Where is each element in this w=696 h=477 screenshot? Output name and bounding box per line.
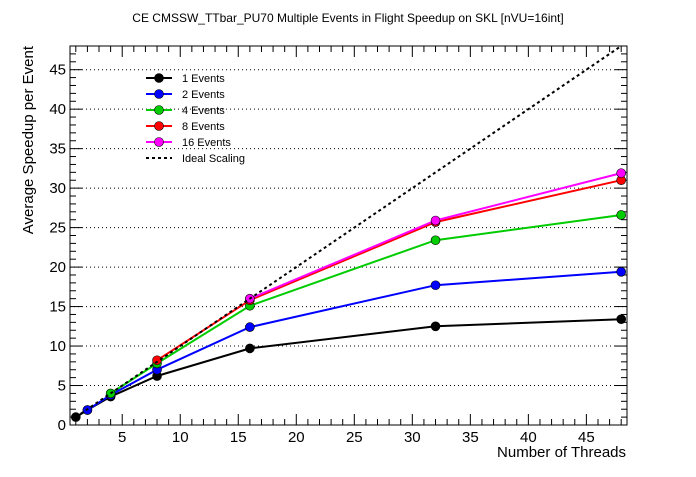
y-tick-label: 45 [49,62,66,79]
legend-label-2-events: 2 Events [182,89,225,101]
y-tick-label: 20 [49,259,66,276]
y-tick-label: 10 [49,338,66,355]
legend-label-4-events: 4 Events [182,105,225,117]
y-tick-label: 15 [49,299,66,316]
legend-label-8-events: 8 Events [182,121,225,133]
x-tick-label: 15 [230,429,247,446]
x-tick-label: 45 [578,429,595,446]
x-tick-label: 25 [346,429,363,446]
legend-marker-16-events [154,137,164,147]
y-tick-label: 25 [49,220,66,237]
data-point-1-events [616,314,626,324]
legend-label-ideal-scaling: Ideal Scaling [182,153,245,165]
y-tick-label: 35 [49,141,66,158]
x-tick-label: 35 [462,429,479,446]
axes: 0 5 10 15 20 25 30 35 40 45 5 10 15 20 25 30 35 40 45 [49,45,627,446]
series-line-8-events [156,179,622,362]
data-point-1-events [430,321,441,332]
x-tick-label: 5 [118,429,126,446]
data-point-1-events [71,412,81,422]
legend-marker-2-events [154,89,164,99]
x-axis-label: Number of Threads [497,444,626,461]
data-point-4-events [616,210,626,220]
legend-marker-1-events [154,73,164,83]
data-point-2-events [616,267,626,277]
x-tick-label: 20 [288,429,305,446]
legend: 1 Events 2 Events 4 Events 8 Events 16 Event… [146,73,245,165]
y-tick-label: 40 [49,101,66,118]
data-point-8-events [152,355,162,366]
data-point-16-events [430,215,441,226]
data-point-2-events [430,280,441,291]
chart-title: CE CMSSW_TTbar_PU70 Multiple Events in F… [132,11,563,25]
legend-marker-8-events [154,121,164,131]
legend-label-16-events: 16 Events [182,137,231,149]
x-tick-label: 40 [520,429,537,446]
y-axis-label: Average Speedup per Event [20,45,37,234]
series-line-2-events [86,270,622,411]
y-tick-label: 5 [58,378,66,395]
legend-label-1-events: 1 Events [182,73,225,85]
series-line-ideal-scaling [75,46,622,418]
legend-marker-4-events [154,105,164,115]
data-point-4-events [430,235,441,246]
y-tick-label: 0 [58,417,66,434]
grid [70,69,627,387]
y-tick-label: 30 [49,180,66,197]
x-tick-label: 10 [172,429,189,446]
data-point-16-events [616,168,626,178]
data-point-2-events [245,322,255,332]
series [71,46,626,422]
x-tick-label: 30 [404,429,421,446]
data-point-1-events [245,343,255,354]
